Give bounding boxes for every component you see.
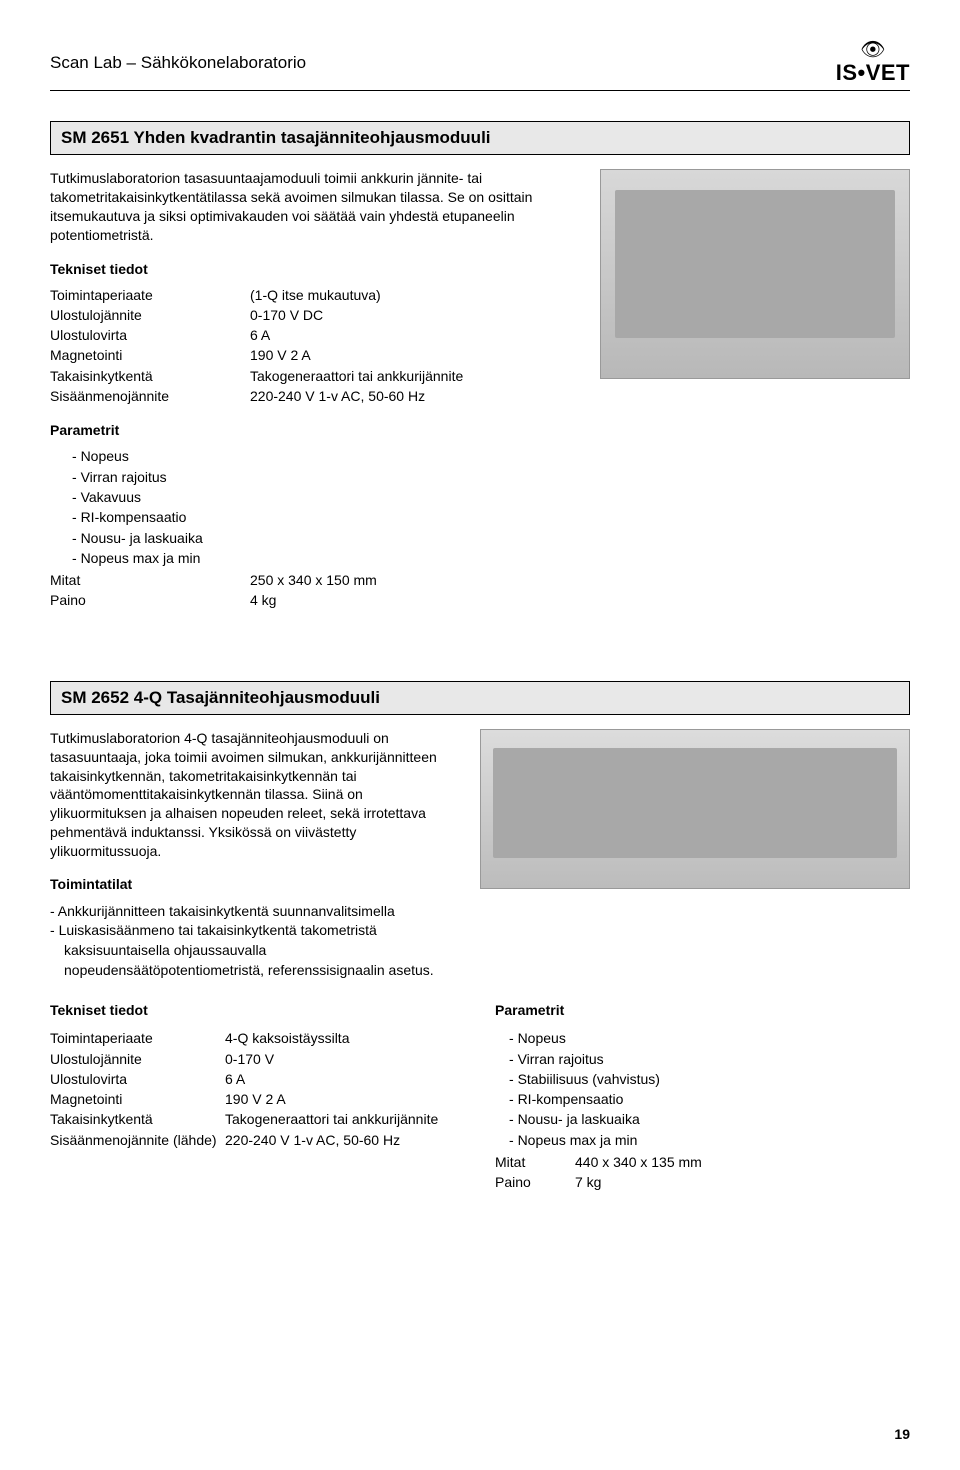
spec-label: Takaisinkytkentä — [50, 366, 250, 386]
param-item: Virran rajoitus — [509, 1049, 910, 1069]
section2-top: Tutkimuslaboratorion 4-Q tasajänniteohja… — [50, 729, 910, 981]
spec-value: 250 x 340 x 150 mm — [250, 570, 377, 590]
spec-label: Ulostulojännite — [50, 305, 250, 325]
spec-label: Mitat — [495, 1152, 575, 1172]
section2-dims: Mitat440 x 340 x 135 mm Paino7 kg — [495, 1152, 910, 1193]
spec-label: Ulostulovirta — [50, 325, 250, 345]
spec-value: 440 x 340 x 135 mm — [575, 1152, 702, 1172]
param-item: RI-kompensaatio — [72, 507, 580, 527]
page-number: 19 — [894, 1426, 910, 1442]
param-item: RI-kompensaatio — [509, 1089, 910, 1109]
param-item: Nousu- ja laskuaika — [72, 528, 580, 548]
param-item: Nopeus max ja min — [509, 1130, 910, 1150]
param-item: Nopeus — [509, 1028, 910, 1048]
product-image-sm2651 — [600, 169, 910, 379]
section2-specs: Toimintaperiaate4-Q kaksoistäyssilta Ulo… — [50, 1028, 465, 1150]
brand-text: IS•VET — [836, 60, 910, 86]
spec-value: Takogeneraattori tai ankkurijännite — [250, 366, 463, 386]
spec-label: Sisäänmenojännite — [50, 386, 250, 406]
spec-label: Ulostulojännite — [50, 1049, 225, 1069]
spec-value: 7 kg — [575, 1172, 601, 1192]
spec-value: 190 V 2 A — [250, 345, 311, 365]
param-item: Virran rajoitus — [72, 467, 580, 487]
spec-value: 220-240 V 1-v AC, 50-60 Hz — [250, 386, 425, 406]
spec-label: Toimintaperiaate — [50, 1028, 225, 1048]
section1-dims: Mitat250 x 340 x 150 mm Paino4 kg — [50, 570, 580, 611]
spec-value: 4 kg — [250, 590, 276, 610]
param-item: Nopeus — [72, 446, 580, 466]
mode-item: Luiskasisäänmeno tai takaisinkytkentä ta… — [50, 921, 460, 980]
eye-icon: 👁 — [860, 40, 885, 60]
param-item: Nopeus max ja min — [72, 548, 580, 568]
spec-value: 6 A — [250, 325, 270, 345]
page-header: Scan Lab – Sähkökonelaboratorio 👁 IS•VET — [50, 40, 910, 91]
section1-intro: Tutkimuslaboratorion tasasuuntaajamoduul… — [50, 169, 580, 245]
spec-value: 4-Q kaksoistäyssilta — [225, 1028, 349, 1048]
section1-specs-heading: Tekniset tiedot — [50, 261, 580, 277]
spec-value: 6 A — [225, 1069, 245, 1089]
spec-value: 0-170 V — [225, 1049, 274, 1069]
section2-params-heading: Parametrit — [495, 1002, 910, 1018]
spec-label: Toimintaperiaate — [50, 285, 250, 305]
section2-title: SM 2652 4-Q Tasajänniteohjausmoduuli — [50, 681, 910, 715]
product-image-sm2652 — [480, 729, 910, 889]
spec-label: Paino — [495, 1172, 575, 1192]
section1-params: Nopeus Virran rajoitus Vakavuus RI-kompe… — [72, 446, 580, 568]
spec-value: 190 V 2 A — [225, 1089, 286, 1109]
spec-label: Paino — [50, 590, 250, 610]
spec-label: Sisäänmenojännite (lähde) — [50, 1130, 225, 1150]
spec-label: Ulostulovirta — [50, 1069, 225, 1089]
param-item: Nousu- ja laskuaika — [509, 1109, 910, 1129]
section2-intro: Tutkimuslaboratorion 4-Q tasajänniteohja… — [50, 729, 460, 861]
spec-label: Magnetointi — [50, 345, 250, 365]
spec-label: Mitat — [50, 570, 250, 590]
section1-title: SM 2651 Yhden kvadrantin tasajänniteohja… — [50, 121, 910, 155]
spec-value: Takogeneraattori tai ankkurijännite — [225, 1109, 438, 1129]
param-item: Stabiilisuus (vahvistus) — [509, 1069, 910, 1089]
section2-modes-heading: Toimintatilat — [50, 875, 460, 894]
section1-specs: Toimintaperiaate(1-Q itse mukautuva) Ulo… — [50, 285, 580, 407]
header-title: Scan Lab – Sähkökonelaboratorio — [50, 53, 306, 73]
brand-logo: 👁 IS•VET — [836, 40, 910, 86]
spec-label: Takaisinkytkentä — [50, 1109, 225, 1129]
spec-label: Magnetointi — [50, 1089, 225, 1109]
param-item: Vakavuus — [72, 487, 580, 507]
section2-bottom: Tekniset tiedot Toimintaperiaate4-Q kaks… — [50, 1002, 910, 1192]
spec-value: 220-240 V 1-v AC, 50-60 Hz — [225, 1130, 400, 1150]
spec-value: 0-170 V DC — [250, 305, 323, 325]
spec-value: (1-Q itse mukautuva) — [250, 285, 381, 305]
mode-item: Ankkurijännitteen takaisinkytkentä suunn… — [50, 902, 460, 922]
section1-body: Tutkimuslaboratorion tasasuuntaajamoduul… — [50, 169, 910, 611]
section2-modes: Ankkurijännitteen takaisinkytkentä suunn… — [50, 902, 460, 980]
section2-params: Nopeus Virran rajoitus Stabiilisuus (vah… — [509, 1028, 910, 1150]
section1-params-heading: Parametrit — [50, 422, 580, 438]
section2-specs-heading: Tekniset tiedot — [50, 1002, 465, 1018]
